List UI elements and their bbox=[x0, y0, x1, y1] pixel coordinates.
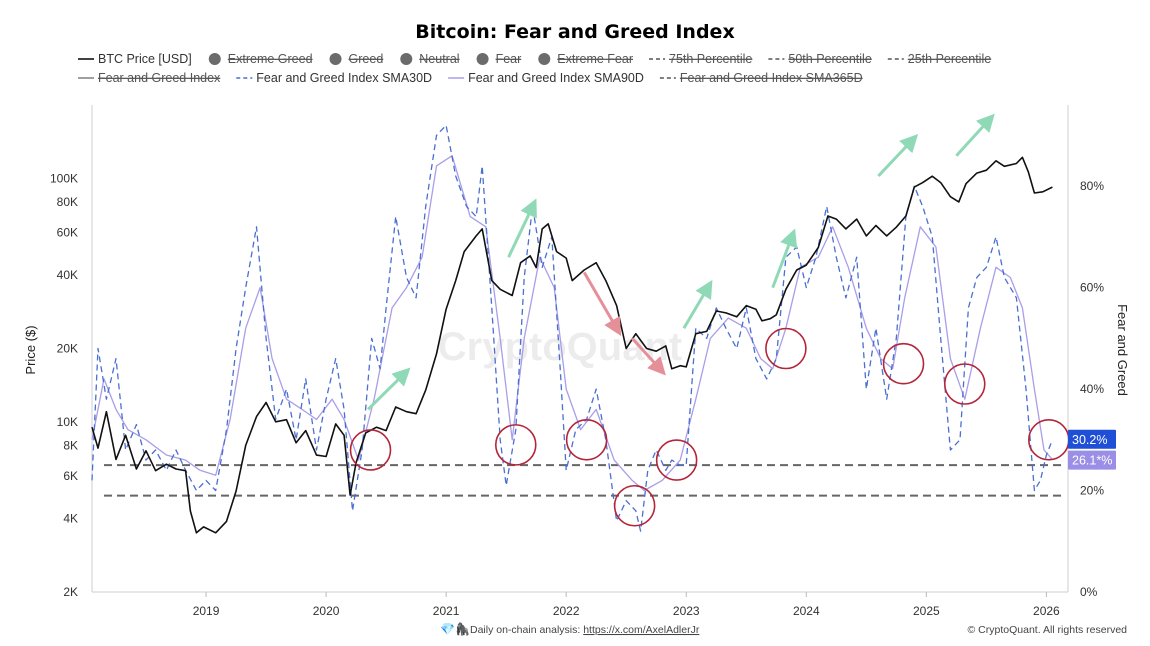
legend-marker bbox=[538, 53, 551, 65]
right-tick-label: 40% bbox=[1080, 382, 1104, 396]
legend-marker bbox=[208, 53, 221, 65]
x-tick-label: 2024 bbox=[793, 604, 820, 618]
highlight-circle bbox=[882, 342, 925, 385]
highlight-circle bbox=[943, 363, 986, 405]
x-tick-label: 2022 bbox=[553, 604, 580, 618]
x-tick-label: 2021 bbox=[433, 604, 460, 618]
legend-label: Fear and Greed Index SMA365D bbox=[680, 71, 863, 85]
legend-label: 25th Percentile bbox=[908, 52, 991, 66]
footer-link[interactable]: https://x.com/AxelAdlerJr bbox=[583, 624, 700, 636]
series-line-fear-and-greed-index-sma30d bbox=[91, 124, 1054, 532]
footer-line: Daily on-chain analysis: https://x.com/A… bbox=[470, 624, 700, 636]
right-tick-label: 20% bbox=[1080, 484, 1104, 498]
value-label-text: 26.1*% bbox=[1072, 454, 1112, 468]
x-tick-label: 2019 bbox=[193, 604, 220, 618]
legend-item-fear-and-greed-index-sma365d[interactable]: Fear and Greed Index SMA365D bbox=[659, 71, 863, 85]
legend-label: Neutral bbox=[419, 52, 459, 66]
legend-label: 50th Percentile bbox=[788, 52, 871, 66]
chart-title: Bitcoin: Fear and Greed Index bbox=[415, 21, 734, 43]
up-arrow bbox=[771, 228, 798, 289]
down-arrow bbox=[582, 271, 622, 336]
value-label-box bbox=[1068, 429, 1116, 449]
legend-label: Greed bbox=[349, 52, 384, 66]
value-label-text: 30.2% bbox=[1072, 433, 1107, 447]
highlight-circle bbox=[613, 484, 656, 527]
up-arrow bbox=[955, 113, 995, 157]
legend-label: Fear and Greed Index SMA90D bbox=[468, 71, 644, 85]
series-layer bbox=[91, 124, 1054, 534]
legend-item-extreme-fear[interactable]: Extreme Fear bbox=[538, 52, 633, 66]
series-line-btc-price-usd bbox=[91, 156, 1053, 534]
legend-item-fear-and-greed-index-sma90d[interactable]: Fear and Greed Index SMA90D bbox=[448, 71, 644, 85]
right-axis-ticks: 0% 20% 40% 60% 80% bbox=[1080, 179, 1104, 599]
right-tick-label: 60% bbox=[1080, 281, 1104, 295]
legend-label: 75th Percentile bbox=[669, 52, 752, 66]
left-tick-label: 4K bbox=[63, 512, 78, 526]
legend-item-extreme-greed[interactable]: Extreme Greed bbox=[208, 52, 313, 66]
highlight-circle bbox=[349, 429, 392, 471]
legend-label: Extreme Greed bbox=[228, 52, 313, 66]
left-tick-label: 2K bbox=[63, 585, 78, 599]
legend-marker bbox=[400, 53, 413, 65]
legend-item-75th-percentile[interactable]: 75th Percentile bbox=[649, 52, 752, 66]
plot-frame bbox=[91, 105, 1069, 593]
left-tick-label: 10K bbox=[57, 415, 78, 429]
left-tick-label: 8K bbox=[63, 438, 78, 452]
highlight-circle bbox=[1027, 419, 1070, 461]
highlight-circle bbox=[494, 424, 537, 466]
legend-marker bbox=[476, 53, 489, 65]
up-arrow bbox=[367, 367, 411, 411]
left-axis-ticks: 2K 4K 6K 8K 10K 20K 40K 60K 80K 100K bbox=[50, 171, 78, 599]
x-tick-label: 2026 bbox=[1033, 604, 1060, 618]
x-tick-label: 2020 bbox=[313, 604, 340, 618]
legend-item-fear-and-greed-index-sma30d[interactable]: Fear and Greed Index SMA30D bbox=[236, 71, 432, 85]
right-tick-label: 80% bbox=[1080, 179, 1104, 193]
left-tick-label: 6K bbox=[63, 469, 78, 483]
down-arrow bbox=[631, 337, 666, 376]
legend-item-greed[interactable]: Greed bbox=[329, 52, 384, 66]
left-tick-label: 80K bbox=[57, 195, 78, 209]
x-tick-label: 2023 bbox=[673, 604, 700, 618]
highlight-circle bbox=[655, 439, 698, 481]
chart-legend[interactable]: BTC Price [USD] Extreme Greed Greed Neutral… bbox=[78, 52, 991, 85]
legend-label: Extreme Fear bbox=[557, 52, 633, 66]
x-axis-ticks: 2019 2020 2021 2022 2023 2024 2025 2026 bbox=[193, 592, 1060, 618]
left-tick-label: 40K bbox=[57, 268, 78, 282]
percentile-lines bbox=[104, 464, 1064, 497]
up-arrow bbox=[877, 133, 919, 178]
left-tick-label: 60K bbox=[57, 225, 78, 239]
x-tick-label: 2025 bbox=[913, 604, 940, 618]
legend-item-50th-percentile[interactable]: 50th Percentile bbox=[768, 52, 872, 66]
annotation-layer bbox=[349, 113, 1070, 527]
legend-item-fear-and-greed-index[interactable]: Fear and Greed Index bbox=[78, 71, 221, 85]
value-label-box bbox=[1068, 450, 1116, 470]
left-tick-label: 20K bbox=[57, 342, 78, 356]
footer-icons: 💎🦍 bbox=[440, 622, 470, 636]
footer-text: Daily on-chain analysis: bbox=[470, 624, 583, 636]
footer: 💎🦍 Daily on-chain analysis: https://x.co… bbox=[440, 622, 1127, 636]
right-tick-label: 0% bbox=[1080, 585, 1098, 599]
legend-item-neutral[interactable]: Neutral bbox=[400, 52, 460, 66]
legend-label: Fear bbox=[496, 52, 522, 66]
highlight-circle bbox=[565, 419, 608, 461]
right-axis-label: Fear and Greed bbox=[1115, 304, 1130, 396]
left-axis-label: Price ($) bbox=[23, 325, 38, 374]
highlight-circle bbox=[765, 327, 807, 370]
up-arrow bbox=[507, 198, 537, 258]
current-value-labels: 30.2% 26.1*% bbox=[1068, 429, 1116, 470]
legend-label: BTC Price [USD] bbox=[98, 52, 192, 66]
legend-item-fear[interactable]: Fear bbox=[476, 52, 522, 66]
series-line-fear-and-greed-index-sma90d bbox=[91, 155, 1053, 492]
legend-label: Fear and Greed Index bbox=[98, 71, 221, 85]
footer-credit: © CryptoQuant. All rights reserved bbox=[968, 624, 1128, 636]
legend-marker bbox=[329, 53, 342, 65]
legend-item-btc-price-usd[interactable]: BTC Price [USD] bbox=[78, 52, 192, 66]
legend-label: Fear and Greed Index SMA30D bbox=[256, 71, 432, 85]
up-arrow bbox=[682, 279, 713, 329]
left-tick-label: 100K bbox=[50, 171, 78, 185]
legend-item-25th-percentile[interactable]: 25th Percentile bbox=[887, 52, 991, 66]
